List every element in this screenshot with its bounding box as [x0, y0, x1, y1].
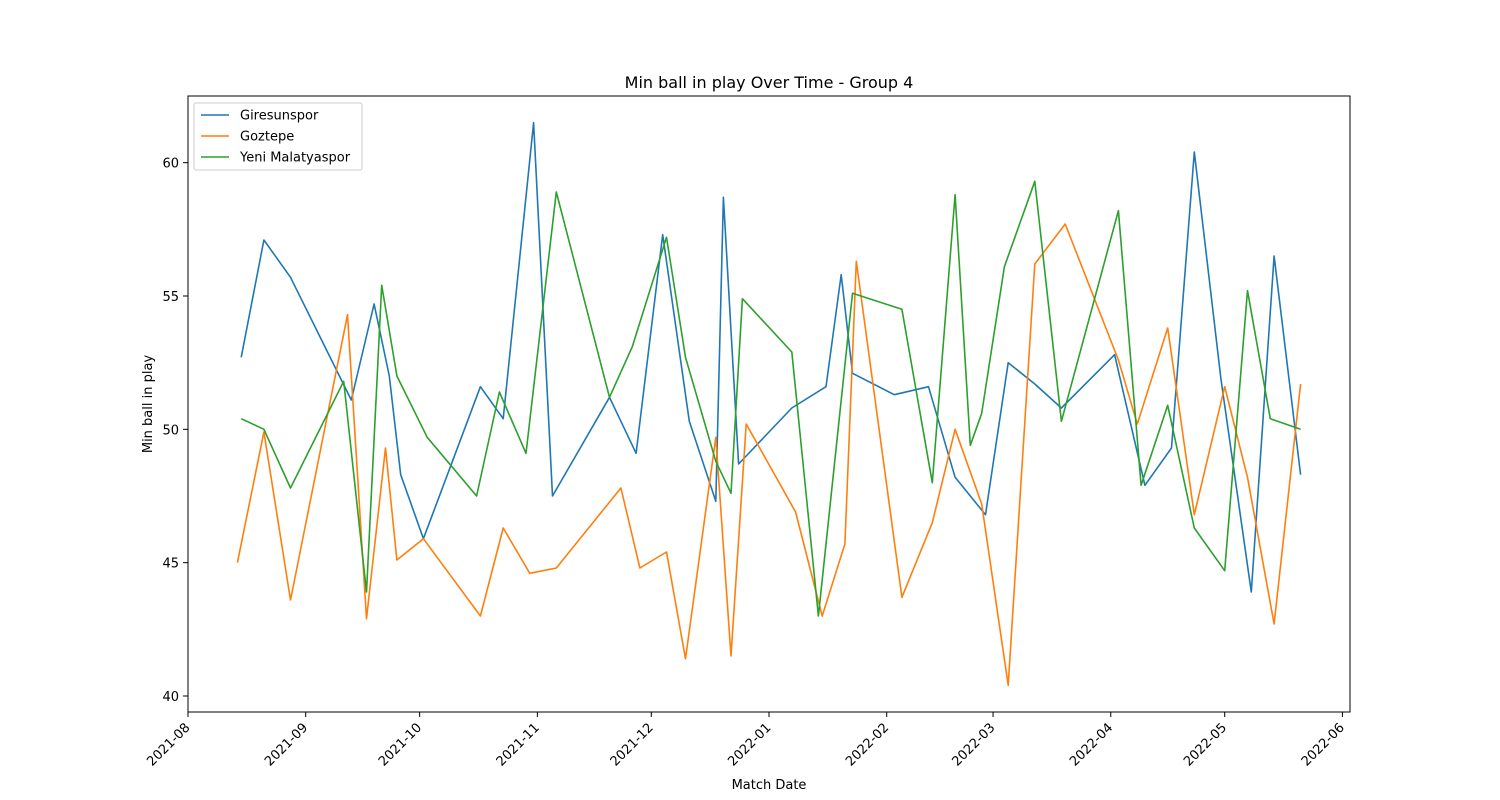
legend-label: Giresunspor — [240, 109, 319, 124]
series-line-goztepe — [236, 223, 1302, 687]
x-tick-label: 2021-09 — [262, 720, 311, 769]
x-tick-label: 2021-08 — [144, 720, 193, 769]
legend-box — [193, 102, 363, 171]
x-axis: 2021-08 2021-09 2021-10 2021-11 2021-12 2022-… — [144, 712, 1348, 769]
x-tick-label: 2021-10 — [376, 720, 425, 769]
x-axis-label: Match Date — [732, 778, 807, 793]
x-tick-label: 2022-01 — [725, 720, 774, 769]
y-tick-label: 60 — [162, 157, 179, 172]
series-lines — [236, 121, 1302, 687]
x-tick-label: 2022-05 — [1181, 720, 1230, 769]
chart-title: Min ball in play Over Time - Group 4 — [625, 73, 914, 92]
y-tick-label: 45 — [162, 557, 179, 572]
legend-label: Goztepe — [240, 130, 294, 145]
x-tick-label: 2022-02 — [843, 720, 892, 769]
series-line-yeni-malatyaspor — [240, 180, 1301, 617]
y-axis: 40 45 50 55 60 — [162, 157, 188, 705]
x-tick-label: 2021-12 — [608, 720, 657, 769]
plot-area — [187, 95, 1351, 713]
y-axis-label: Min ball in play — [141, 355, 156, 454]
y-tick-label: 55 — [162, 290, 179, 305]
x-tick-label: 2022-04 — [1067, 720, 1116, 769]
x-tick-label: 2022-03 — [949, 720, 998, 769]
y-tick-label: 40 — [162, 690, 179, 705]
series-line-giresunspor — [240, 121, 1302, 593]
legend: Giresunspor Goztepe Yeni Malatyaspor — [193, 102, 363, 171]
legend-label: Yeni Malatyaspor — [239, 151, 351, 166]
y-tick-label: 50 — [162, 423, 179, 438]
x-tick-label: 2022-06 — [1299, 720, 1348, 769]
x-tick-label: 2021-11 — [494, 720, 543, 769]
